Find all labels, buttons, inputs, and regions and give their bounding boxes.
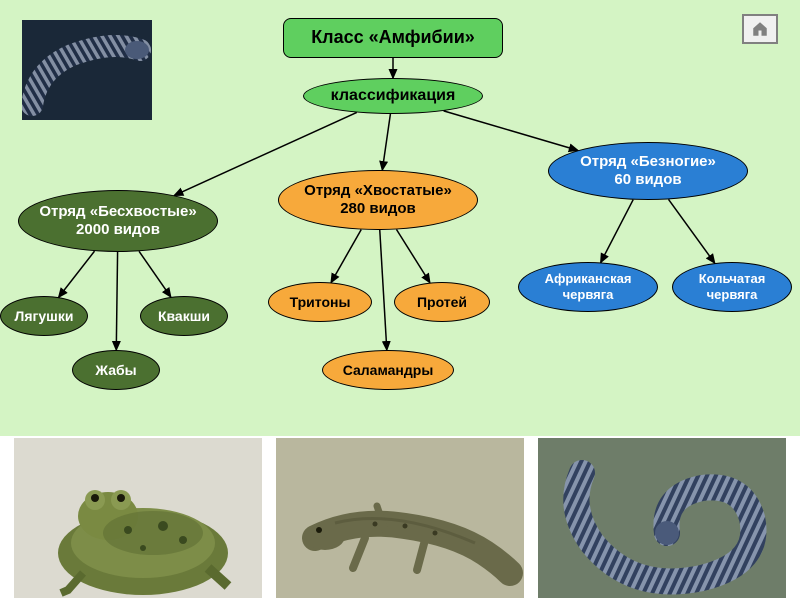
- node-frogs: Лягушки: [0, 296, 88, 336]
- newt-photo: [276, 438, 524, 598]
- node-protey: Протей: [394, 282, 490, 322]
- node-afr: Африканская червяга: [518, 262, 658, 312]
- frog-photo: [14, 438, 262, 598]
- node-ring: Кольчатая червяга: [672, 262, 792, 312]
- node-root: Класс «Амфибии»: [283, 18, 503, 58]
- caecilian-photo: [538, 438, 786, 598]
- node-order2: Отряд «Хвостатые» 280 видов: [278, 170, 478, 230]
- node-order1: Отряд «Бесхвостые» 2000 видов: [18, 190, 218, 252]
- home-button[interactable]: [742, 14, 778, 44]
- photo-row: [0, 436, 800, 600]
- node-salamandr: Саламандры: [322, 350, 454, 390]
- corner-thumbnail: [22, 20, 152, 120]
- node-toads: Жабы: [72, 350, 160, 390]
- node-classif: классификация: [303, 78, 483, 114]
- node-treefrogs: Квакши: [140, 296, 228, 336]
- node-tritons: Тритоны: [268, 282, 372, 322]
- node-order3: Отряд «Безногие» 60 видов: [548, 142, 748, 200]
